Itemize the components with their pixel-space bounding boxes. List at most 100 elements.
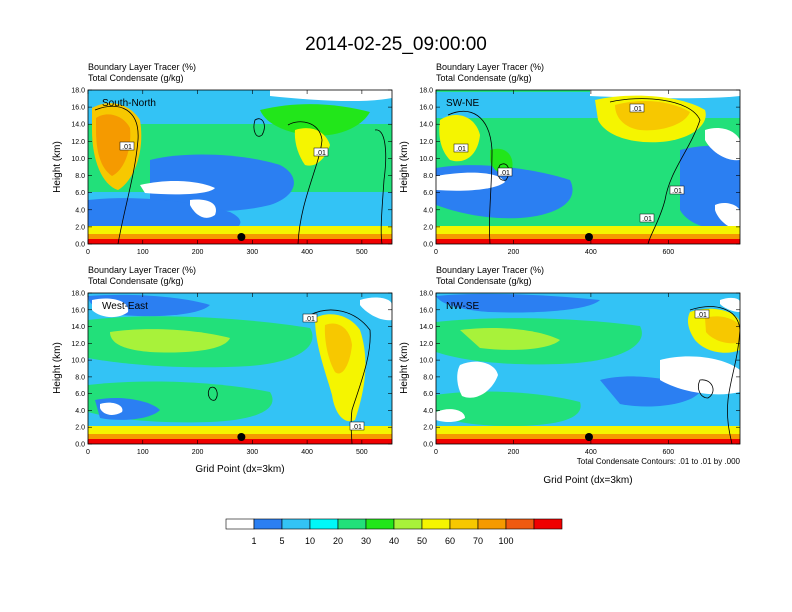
panel-sw-ne: Boundary Layer Tracer (%) Total Condensa… (399, 62, 741, 256)
field-white-cloudfree (140, 181, 215, 195)
y-axis-label: Height (km) (399, 342, 410, 394)
panel-header-line2: Total Condensate (g/kg) (436, 73, 532, 83)
y-tick-label: 4.0 (423, 207, 433, 214)
contour-line (207, 386, 218, 401)
contour-label-box (497, 167, 513, 177)
field-yellow-plume (439, 115, 480, 162)
contour-label: .01 (122, 144, 132, 151)
colorbar-swatch (505, 518, 535, 530)
x-tick-label: 500 (356, 249, 368, 256)
x-tick-label: 0 (434, 449, 438, 456)
contour-note: Total Condensate Contours: .01 to .01 by… (577, 457, 741, 466)
contour-label: .01 (672, 188, 682, 195)
x-tick-label: 400 (301, 449, 313, 456)
contour-line (94, 105, 139, 244)
colorbar-label: 100 (498, 536, 513, 546)
contour-label-box (302, 313, 318, 323)
colorbar-swatch (477, 518, 507, 530)
y-tick-label: 10.0 (419, 156, 433, 163)
colorbar-swatch (337, 518, 367, 530)
field-surface-red (88, 439, 392, 444)
panel-label: SW-NE (446, 98, 479, 109)
x-tick-label: 0 (86, 449, 90, 456)
panel-header-line2: Total Condensate (g/kg) (88, 73, 184, 83)
y-tick-label: 0.0 (423, 242, 433, 249)
field-white-cloudfree (92, 298, 129, 318)
contour-label: .01 (305, 316, 315, 323)
y-tick-label: 2.0 (75, 425, 85, 432)
field-surface-yellow (88, 426, 392, 434)
location-marker (237, 233, 246, 241)
y-tick-label: 8.0 (423, 374, 433, 381)
contour-label-box (119, 141, 135, 151)
y-tick-label: 12.0 (71, 139, 85, 146)
colorbar-swatch (365, 518, 395, 530)
field-lightgreen (110, 329, 230, 353)
contour-label: .01 (316, 150, 326, 157)
x-tick-label: 600 (663, 449, 675, 456)
field-surface-red (436, 439, 740, 444)
contour-label-box (349, 421, 365, 431)
colorbar-swatch (393, 518, 423, 530)
y-tick-label: 10.0 (71, 156, 85, 163)
figure-title: 2014-02-25_09:00:00 (305, 34, 487, 55)
field-blue-patch (436, 293, 600, 313)
x-tick-label: 200 (508, 249, 520, 256)
y-tick-label: 16.0 (419, 307, 433, 314)
y-axis-label: Height (km) (52, 342, 63, 394)
y-tick-label: 12.0 (419, 341, 433, 348)
y-tick-label: 2.0 (423, 224, 433, 231)
contour-label-box (313, 147, 329, 157)
contour-label: .01 (500, 170, 510, 177)
field-white-cloudfree (270, 90, 392, 102)
colorbar-swatch (533, 518, 563, 530)
field-white-cloudfree (436, 172, 505, 191)
heatmap-field: .01 .01 .01 .01 .01 (436, 90, 740, 244)
x-tick-label: 400 (301, 249, 313, 256)
x-tick-label: 200 (508, 449, 520, 456)
panel-header-line1: Boundary Layer Tracer (%) (88, 265, 196, 275)
colorbar-label: 60 (445, 536, 455, 546)
plot-frame (87, 89, 393, 245)
panel-label: South-North (102, 98, 156, 109)
x-axis: 0 200 400 600 (434, 90, 674, 256)
y-tick-label: 0.0 (75, 442, 85, 449)
field-green-plume (260, 104, 370, 136)
x-tick-label: 200 (192, 449, 204, 456)
y-axis-label: Height (km) (399, 141, 410, 193)
field-surface-yellow (436, 426, 740, 434)
colorbar-label: 50 (417, 536, 427, 546)
colorbar-label: 70 (473, 536, 483, 546)
x-tick-label: 500 (356, 449, 368, 456)
heatmap-field: .01 .01 (88, 293, 392, 444)
field-white-cloudfree (715, 202, 740, 230)
colorbar-swatch (225, 518, 255, 530)
y-tick-label: 14.0 (71, 324, 85, 331)
colorbar-label: 10 (305, 536, 315, 546)
y-tick-label: 2.0 (423, 425, 433, 432)
field-white-cloudfree (436, 409, 465, 422)
colorbar-swatch (309, 518, 339, 530)
panel-west-east: Boundary Layer Tracer (%) Total Condensa… (52, 265, 393, 475)
y-axis: 0.0 2.0 4.0 6.0 8.0 10.0 12.0 14.0 16.0 18.0 (419, 88, 740, 249)
field-orange-core (324, 323, 352, 374)
y-tick-label: 8.0 (75, 173, 85, 180)
colorbar-label: 40 (389, 536, 399, 546)
contour-label-box (639, 213, 655, 223)
field-blue-patch (150, 154, 294, 212)
y-tick-label: 4.0 (75, 408, 85, 415)
y-tick-label: 18.0 (71, 291, 85, 298)
panel-header-line2: Total Condensate (g/kg) (436, 276, 532, 286)
y-tick-label: 16.0 (71, 307, 85, 314)
contour-label-box (694, 309, 710, 319)
contour-line (287, 121, 323, 244)
x-tick-label: 300 (246, 249, 258, 256)
y-tick-label: 16.0 (419, 105, 433, 112)
plot-frame (435, 292, 741, 445)
contour-label-box (629, 103, 645, 113)
contour-line (447, 111, 493, 244)
contour-label: .01 (456, 146, 466, 153)
x-axis: 0 200 400 600 (434, 293, 674, 456)
panel-header-line1: Boundary Layer Tracer (%) (436, 62, 544, 72)
